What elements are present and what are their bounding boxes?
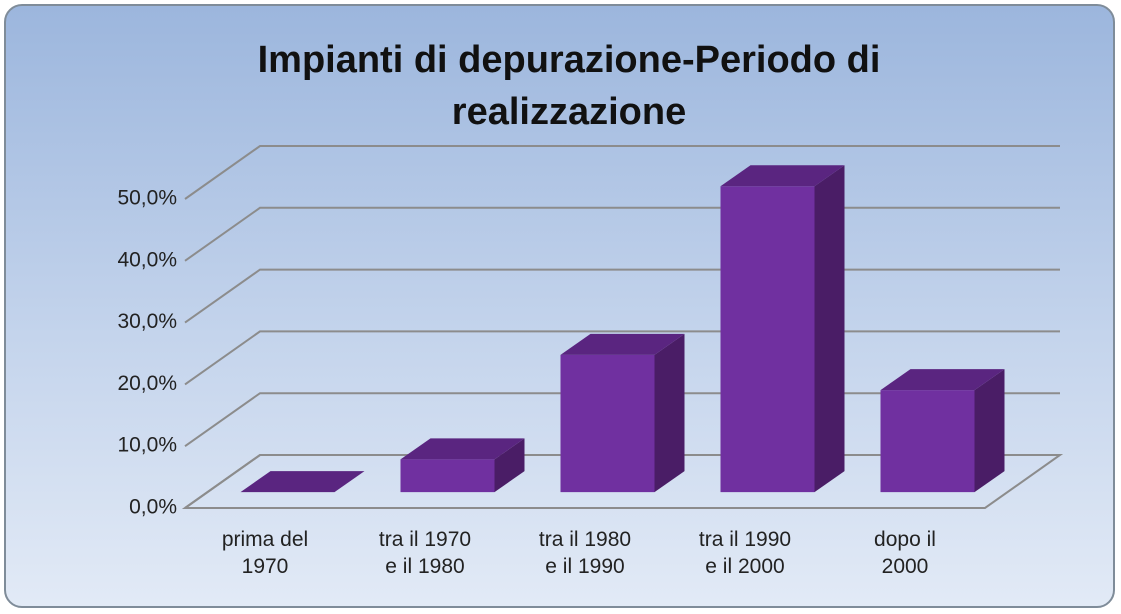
- y-tick-label: 10,0%: [117, 434, 177, 457]
- bar-top: [880, 369, 1005, 391]
- x-tick-label: tra il 1970 e il 1980: [378, 528, 472, 578]
- y-tick-label: 40,0%: [117, 248, 177, 271]
- y-tick-label: 0,0%: [129, 496, 177, 519]
- bar-front: [400, 459, 495, 493]
- x-tick-label: tra il 1990 e il 2000: [698, 528, 792, 578]
- y-tick-label: 30,0%: [117, 310, 177, 333]
- chart-title: Impianti di depurazione-Periodo di reali…: [257, 39, 881, 133]
- bar-top: [720, 165, 845, 187]
- bar: [240, 471, 365, 493]
- bar-front: [880, 390, 975, 493]
- bar-front: [720, 186, 815, 493]
- bar: [560, 333, 685, 493]
- grid-line: [184, 206, 1060, 262]
- grid-line: [184, 268, 1060, 324]
- bar-top: [240, 471, 365, 493]
- grid-line: [184, 145, 1060, 200]
- bar: [400, 438, 525, 493]
- x-tick-label: dopo il 2000: [874, 528, 936, 578]
- bar: [720, 165, 845, 493]
- x-tick-label: prima del 1970: [221, 528, 309, 578]
- bar-side: [814, 165, 845, 493]
- bar-side: [494, 438, 525, 493]
- y-tick-label: 20,0%: [117, 372, 177, 395]
- bar-side: [974, 369, 1005, 493]
- chart: 0,0% 10,0% 20,0% 30,0% 40,0% 50,0%: [117, 145, 1064, 519]
- chart-frame: 0,0% 10,0% 20,0% 30,0% 40,0% 50,0% Impianti d…: [4, 4, 1115, 608]
- bar: [880, 369, 1005, 493]
- bar-front: [560, 354, 655, 493]
- x-tick-label: tra il 1980 e il 1990: [538, 528, 632, 578]
- bar-top: [560, 333, 685, 355]
- bar-top: [400, 438, 525, 460]
- y-tick-label: 50,0%: [117, 187, 177, 210]
- bar-side: [654, 333, 685, 493]
